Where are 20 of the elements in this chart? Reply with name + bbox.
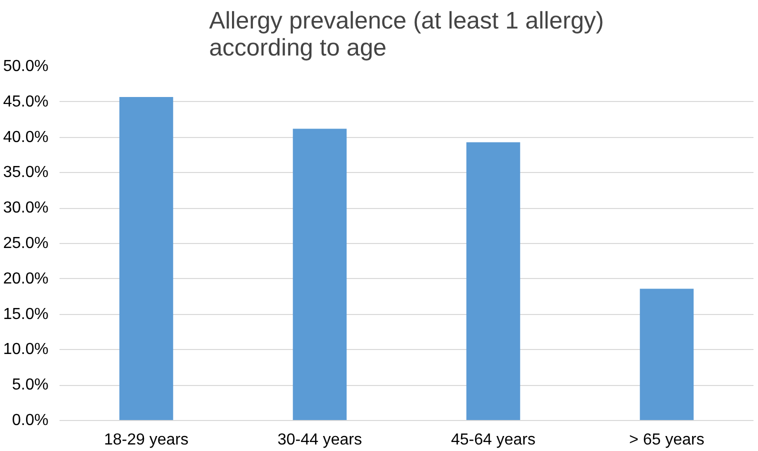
y-tick-label: 20.0% (3, 270, 49, 288)
y-tick-label: 10.0% (3, 341, 49, 358)
y-tick-label: 40.0% (3, 128, 49, 146)
y-tick-label: 50.0% (3, 58, 49, 75)
y-tick-label: 45.0% (3, 93, 49, 110)
y-tick-label: 25.0% (3, 235, 49, 252)
y-tick-label: 30.0% (3, 200, 49, 217)
bar (466, 142, 520, 420)
x-tick-label: 45-64 years (451, 432, 536, 448)
y-tick-label: 15.0% (3, 306, 49, 323)
y-tick-label: 5.0% (12, 376, 48, 394)
x-tick-label: > 65 years (629, 432, 704, 448)
bar (640, 288, 694, 420)
chart-title: Allergy prevalence (at least 1 allergy) according to age (209, 8, 604, 62)
y-tick-label: 35.0% (3, 164, 49, 182)
bar (292, 128, 347, 420)
x-tick-label: 30-44 years (278, 432, 362, 448)
x-tick-label: 18-29 years (104, 432, 189, 448)
y-tick-label: 0.0% (12, 412, 48, 429)
bar (119, 96, 174, 420)
